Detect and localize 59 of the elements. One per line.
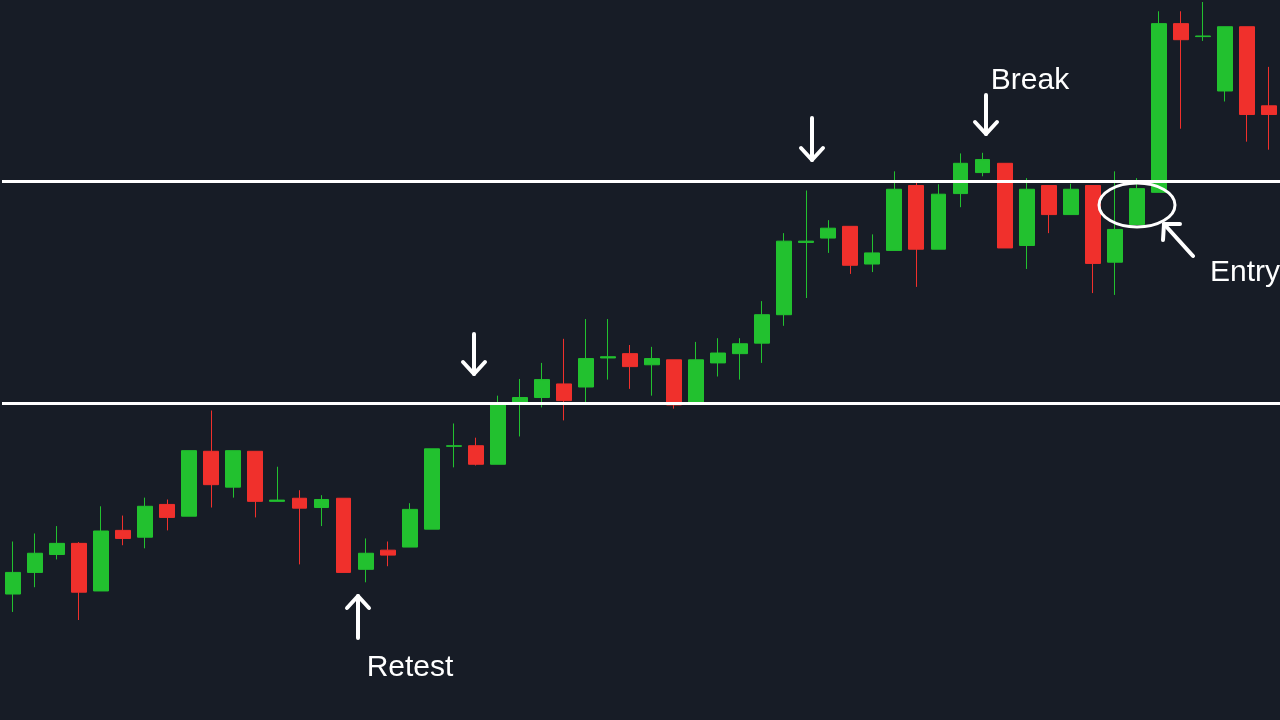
candlestick [1151, 10, 1167, 193]
candlestick [644, 346, 660, 397]
candlestick [5, 541, 21, 613]
candlestick [931, 183, 946, 250]
candlestick [1261, 66, 1277, 151]
candlestick [137, 497, 153, 549]
candlestick [1063, 183, 1079, 216]
candlestick [666, 359, 682, 410]
candlestick [490, 395, 506, 465]
candlestick [1173, 10, 1189, 130]
candlestick [159, 498, 175, 531]
candlestick [798, 189, 814, 299]
candlestick [1019, 177, 1035, 270]
candlestick [269, 466, 285, 502]
candlestick [380, 541, 396, 567]
candlestick [776, 232, 792, 327]
candlestick [314, 494, 329, 527]
candlestick [49, 525, 65, 560]
candlestick [446, 422, 462, 468]
candlestick [1085, 185, 1101, 294]
candlestick [1129, 177, 1145, 225]
candlestick [534, 362, 550, 408]
candlestick [181, 450, 197, 517]
candlestick [556, 338, 572, 421]
candlestick [225, 450, 241, 499]
candlestick [93, 505, 109, 592]
candlestick [424, 448, 440, 530]
candlestick [997, 162, 1013, 249]
candlestick [247, 450, 263, 518]
candlestick [622, 344, 638, 390]
candlestick [1107, 170, 1123, 296]
candlestick [864, 233, 880, 273]
candlestick [358, 537, 374, 583]
candlestick [732, 337, 748, 381]
candlestick [402, 502, 418, 548]
candlestick [336, 497, 351, 573]
candlestick [203, 410, 219, 509]
candlestick [820, 219, 836, 254]
candlestick [27, 532, 43, 588]
candlestick [710, 337, 726, 378]
candlestick [688, 341, 704, 405]
candlestick [953, 152, 968, 208]
candlestick [908, 180, 924, 288]
candlestick [1195, 1, 1211, 42]
candlestick [1239, 26, 1255, 143]
annotation: Entry [1209, 253, 1280, 287]
candlestick [754, 300, 770, 364]
text: Retest [366, 648, 455, 682]
candlestick [292, 489, 307, 565]
candlestick [468, 437, 484, 466]
annotation: Break [990, 61, 1071, 95]
candlestick [71, 541, 87, 621]
candlestick [842, 225, 858, 275]
candlestick [1041, 185, 1057, 234]
candlestick [975, 152, 990, 177]
candlestick [886, 170, 902, 251]
candlestick [115, 515, 131, 546]
candlestick [1217, 26, 1233, 102]
candlestick [600, 318, 616, 381]
